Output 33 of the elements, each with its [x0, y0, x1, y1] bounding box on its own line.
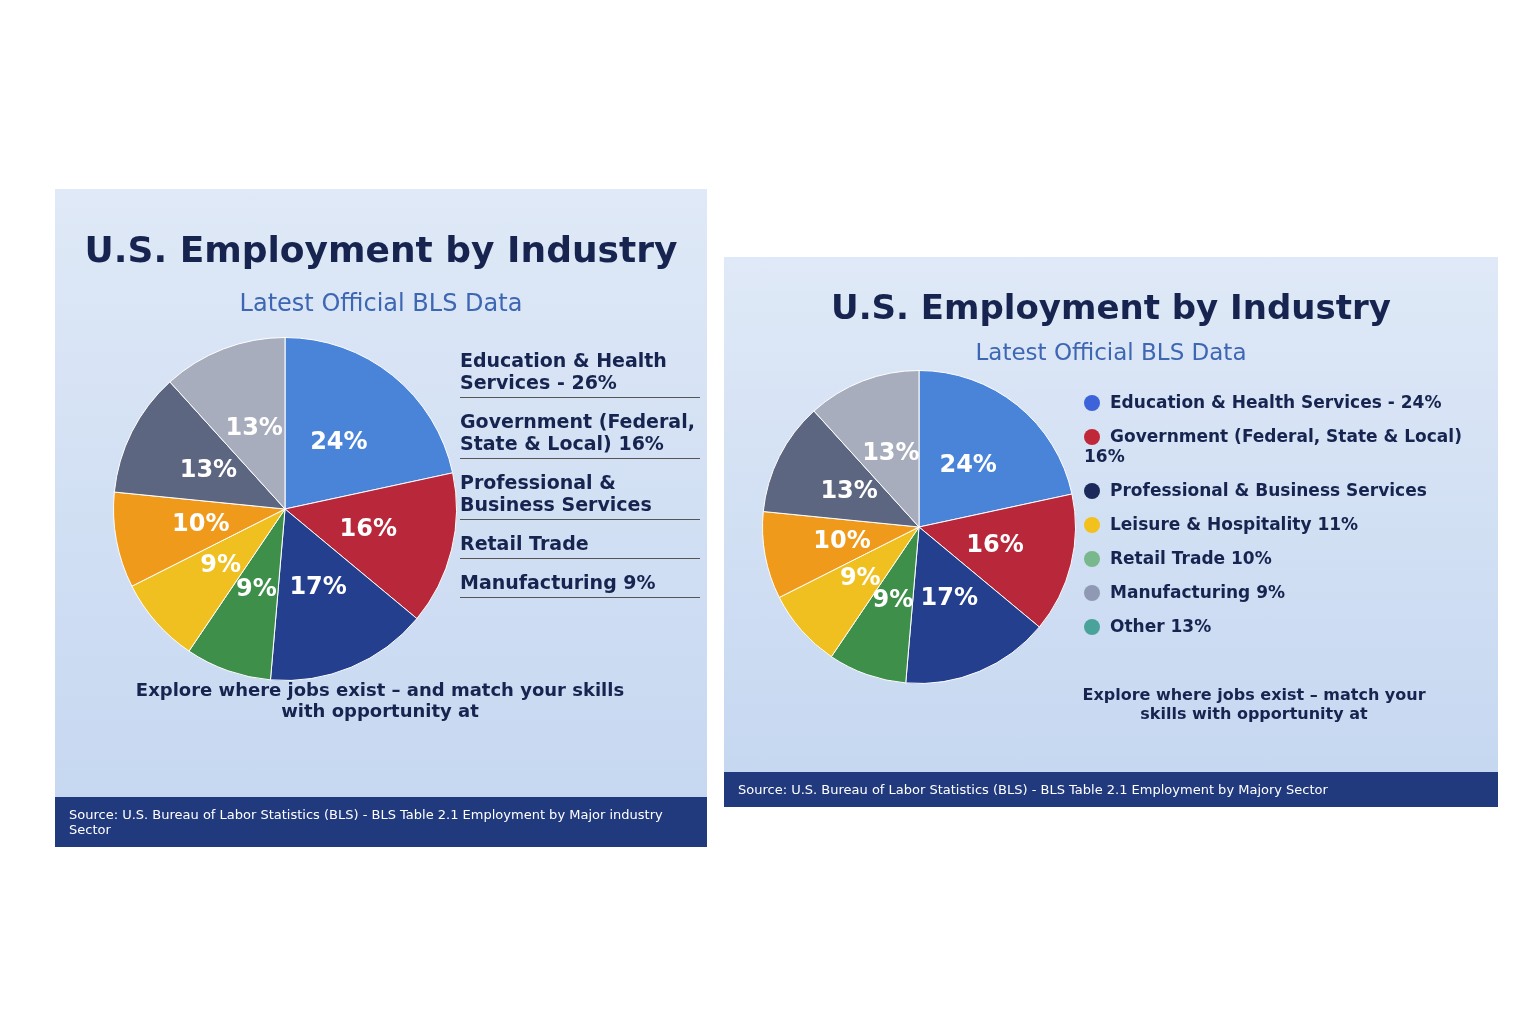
text: Explore where jobs exist – and match your skills with opportunity at — [134, 679, 626, 721]
text: Professional & Business Services — [1110, 480, 1427, 500]
data-label: 24% — [939, 450, 997, 479]
text: Other 13% — [1110, 616, 1212, 636]
data-label: 24% — [310, 426, 368, 455]
chart-subtitle: Latest Official BLS Data — [238, 289, 524, 317]
text: Retail Trade 10% — [1110, 548, 1272, 568]
text: Education & Health Services - 24% — [1110, 392, 1442, 412]
text: Manufacturing 9% — [1110, 582, 1286, 602]
text: Leisure & Hospitality 11% — [1110, 514, 1359, 534]
chart-title: U.S. Employment by Industry — [83, 229, 679, 270]
text: Professional & Business Services — [460, 471, 652, 515]
data-label: 13% — [179, 454, 238, 483]
text: Education & Health Services - 26% — [460, 349, 667, 393]
text: Government (Federal, State & Local) 16% — [1084, 426, 1462, 466]
data-label: 16% — [339, 513, 398, 542]
data-label: 9% — [872, 585, 914, 614]
chart-title: U.S. Employment by Industry — [830, 287, 1392, 327]
data-label: 17% — [289, 572, 347, 601]
chart-subtitle: Latest Official BLS Data — [974, 339, 1248, 365]
text: Government (Federal, State & Local) 16% — [460, 410, 695, 454]
data-label: 16% — [966, 529, 1024, 558]
text: Retail Trade — [460, 532, 589, 554]
data-label: 13% — [820, 476, 878, 505]
data-label: 10% — [171, 508, 230, 537]
source-note: Source: U.S. Bureau of Labor Statistics (BLS) - BLS Table 2.1 Employment by Major industry Sector — [55, 797, 707, 847]
data-label: 13% — [862, 438, 920, 467]
text: Manufacturing 9% — [460, 571, 656, 593]
text: Explore where jobs exist – match your skills with opportunity at — [1081, 685, 1427, 723]
data-label: 17% — [920, 583, 978, 612]
data-label: 10% — [813, 525, 871, 554]
source-note: Source: U.S. Bureau of Labor Statistics (BLS) - BLS Table 2.1 Employment by Majory Sector — [724, 772, 1498, 807]
data-label: 13% — [225, 413, 283, 442]
